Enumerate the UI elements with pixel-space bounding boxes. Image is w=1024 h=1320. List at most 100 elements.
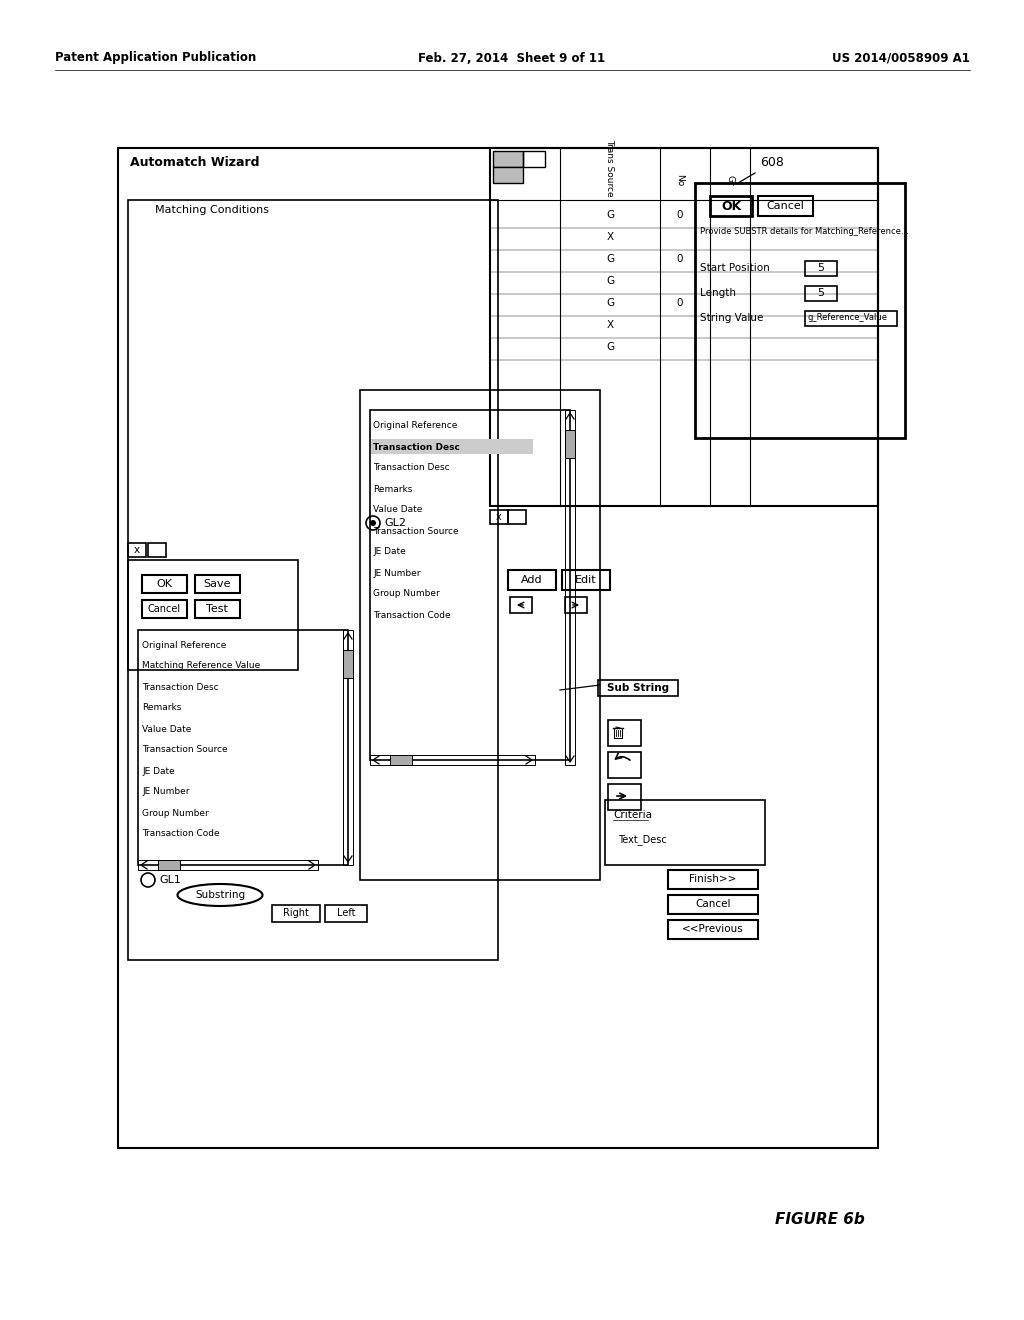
Bar [370, 411, 570, 760]
Bar [608, 752, 641, 777]
Text: Cancel: Cancel [766, 201, 804, 211]
Bar [508, 510, 526, 524]
Text: OK: OK [721, 199, 741, 213]
Text: g_Reference_Value: g_Reference_Value [808, 314, 888, 322]
Text: X: X [606, 232, 613, 242]
Bar [668, 870, 758, 888]
Text: Transaction Source: Transaction Source [142, 746, 227, 755]
Text: GL1: GL1 [159, 875, 181, 884]
Bar [343, 649, 353, 678]
Text: Transaction Desc: Transaction Desc [142, 682, 219, 692]
Bar [523, 150, 545, 168]
Text: JE Date: JE Date [142, 767, 175, 776]
Bar [565, 411, 575, 766]
Text: JE Number: JE Number [373, 569, 421, 578]
Bar [608, 719, 641, 746]
Bar [668, 895, 758, 913]
Bar [668, 920, 758, 939]
Bar [148, 543, 166, 557]
Bar [490, 510, 508, 524]
Bar [118, 148, 878, 1148]
Ellipse shape [177, 884, 262, 906]
Bar [371, 440, 534, 454]
Text: G: G [606, 253, 614, 264]
Text: X: X [606, 319, 613, 330]
Bar [343, 630, 353, 865]
Text: Edit: Edit [575, 576, 597, 585]
Text: Value Date: Value Date [142, 725, 191, 734]
Text: Finish>>: Finish>> [689, 874, 736, 884]
Text: Transaction Code: Transaction Code [142, 829, 219, 838]
Text: Substring: Substring [195, 890, 245, 900]
Text: G: G [606, 298, 614, 308]
Text: x: x [496, 512, 502, 521]
Bar [608, 784, 641, 810]
Text: Matching Reference Value: Matching Reference Value [142, 661, 260, 671]
Bar [360, 389, 600, 880]
Bar [490, 148, 878, 506]
Text: Cancel: Cancel [147, 605, 180, 614]
Bar [605, 800, 765, 865]
Bar [138, 630, 348, 865]
Text: JE Date: JE Date [373, 548, 406, 557]
Text: Left: Left [337, 908, 355, 917]
Bar [370, 755, 535, 766]
Text: <<Previous: <<Previous [682, 924, 743, 935]
Bar [325, 906, 367, 921]
Text: Right: Right [283, 908, 309, 917]
Text: Transaction Desc: Transaction Desc [373, 442, 460, 451]
Text: 608: 608 [760, 156, 784, 169]
Text: Value Date: Value Date [373, 506, 422, 515]
Text: Sub String: Sub String [607, 682, 669, 693]
Bar [510, 597, 532, 612]
Bar [493, 168, 523, 183]
Text: Remarks: Remarks [373, 484, 413, 494]
Text: Add: Add [521, 576, 543, 585]
Text: Group Number: Group Number [142, 808, 209, 817]
Text: 5: 5 [817, 288, 824, 298]
Bar [138, 861, 318, 870]
Circle shape [370, 520, 376, 525]
Bar [272, 906, 319, 921]
Bar [142, 576, 187, 593]
Text: FIGURE 6b: FIGURE 6b [775, 1213, 865, 1228]
Text: Matching Conditions: Matching Conditions [155, 205, 269, 215]
Text: Text_Desc: Text_Desc [618, 834, 667, 845]
Text: Save: Save [203, 579, 230, 589]
Text: Transaction Desc: Transaction Desc [373, 463, 450, 473]
Text: Trans Source: Trans Source [605, 139, 614, 197]
Bar [195, 576, 240, 593]
Text: G: G [606, 342, 614, 352]
Text: Provide SUBSTR details for Matching_Reference...: Provide SUBSTR details for Matching_Refe… [700, 227, 908, 236]
Text: Patent Application Publication: Patent Application Publication [55, 51, 256, 65]
Text: JE Number: JE Number [142, 788, 189, 796]
Bar [142, 601, 187, 618]
Bar [710, 195, 752, 216]
Text: Test: Test [206, 605, 228, 614]
Bar [493, 150, 523, 168]
Text: String Value: String Value [700, 313, 763, 323]
Text: Original Reference: Original Reference [373, 421, 458, 430]
Bar [805, 261, 837, 276]
Text: 0: 0 [677, 253, 683, 264]
Bar [805, 286, 837, 301]
Text: GL2: GL2 [384, 517, 406, 528]
Bar [158, 861, 180, 870]
Text: Cancel: Cancel [695, 899, 731, 909]
Text: x: x [134, 545, 140, 554]
Bar [598, 680, 678, 696]
Text: G: G [606, 210, 614, 220]
Text: Criteria: Criteria [613, 810, 652, 820]
Text: Length: Length [700, 288, 736, 298]
Text: 0: 0 [677, 210, 683, 220]
Text: Start Position: Start Position [700, 263, 770, 273]
Text: Transaction Source: Transaction Source [373, 527, 459, 536]
Text: 5: 5 [817, 263, 824, 273]
Bar [508, 570, 556, 590]
Bar [695, 183, 905, 438]
Bar [128, 560, 298, 671]
Text: Group Number: Group Number [373, 590, 439, 598]
Text: No: No [676, 174, 684, 186]
Bar [562, 570, 610, 590]
Bar [805, 312, 897, 326]
